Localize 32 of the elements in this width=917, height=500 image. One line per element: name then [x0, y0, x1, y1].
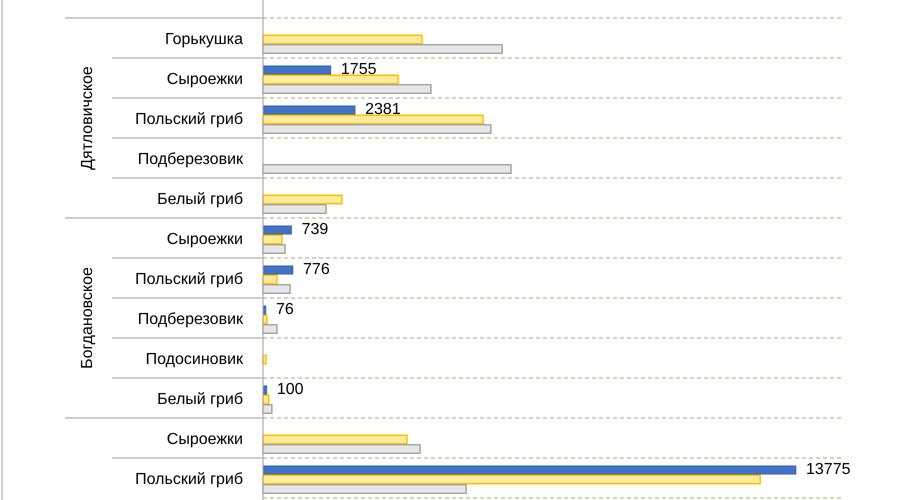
data-label: 739	[302, 220, 328, 238]
y-tick-label: Сыроежки	[166, 71, 243, 88]
bar	[262, 194, 343, 204]
y-tick-label: Подберезовик	[138, 311, 244, 328]
y-tick-label: Подосиновик	[146, 351, 244, 368]
data-label: 2381	[365, 100, 401, 118]
y-tick-label: Сыроежки	[166, 231, 243, 248]
y-tick-label: Подберезовик	[138, 151, 244, 168]
y-tick-label: Сыроежки	[166, 431, 243, 448]
data-label: 1755	[340, 60, 377, 78]
y-tick-label: Польский гриб	[135, 271, 243, 288]
bar	[262, 74, 399, 84]
bar	[262, 66, 332, 74]
bar	[262, 434, 408, 444]
bar	[262, 474, 761, 484]
y-tick-label: Польский гриб	[135, 471, 243, 488]
bar	[262, 106, 356, 114]
bar	[262, 226, 292, 234]
y-tick-label: Белый гриб	[157, 391, 243, 408]
bar	[262, 466, 796, 474]
y-tick-label: Белый гриб	[157, 191, 243, 208]
text: Богдановское	[79, 267, 96, 369]
data-label: 776	[303, 260, 330, 278]
bar	[262, 266, 294, 274]
data-label: 76	[276, 300, 294, 318]
y-tick-label: Горькушка	[165, 31, 244, 48]
data-label: 100	[276, 380, 304, 398]
bar	[262, 34, 423, 44]
data-label: 13775	[806, 460, 851, 478]
text: Дятловичское	[79, 66, 96, 170]
bar	[262, 114, 484, 124]
y-tick-label: Польский гриб	[135, 111, 243, 128]
